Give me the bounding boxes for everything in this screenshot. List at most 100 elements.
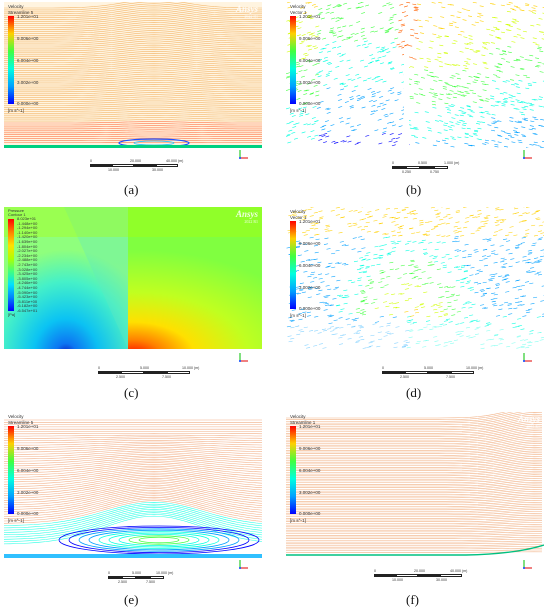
legend-value: -6.547e+01	[17, 308, 38, 313]
scale-bar-c: 0 5.000 10.000 (m) 2.500 7.500	[98, 366, 200, 379]
legend-value: 6.004e+00	[299, 468, 321, 473]
caption-e: (e)	[124, 592, 139, 607]
legend-title: Velocity	[290, 414, 306, 419]
velocity-legend-f: Velocity Streamline 1 1.201e+01 9.006e+0…	[290, 414, 320, 523]
colorbar	[8, 219, 14, 311]
legend-value: -2.488e+00	[17, 257, 38, 263]
legend-subtitle: Vector 1	[290, 214, 307, 220]
legend-value: -2.027e+00	[17, 248, 38, 254]
legend-value: 6.004e+00	[299, 58, 321, 63]
legend-value: -2.234e+00	[17, 252, 38, 258]
caption-c: (c)	[124, 385, 139, 400]
legend-subtitle: Streamline 5	[8, 9, 34, 15]
panel-d: Velocity Vector 1 1.201e+01 9.006e+00 6.…	[282, 205, 550, 405]
axis-triad-icon	[523, 150, 532, 159]
scale-bar-e: 0 5.000 10.000 (m) 2.500 7.500	[108, 571, 174, 584]
vector-plot-b: Velocity Vector 1 1.201e+01 9.006e+00 6.…	[286, 2, 544, 148]
scale-bar-b: 0 0.500 1.000 (m) 0.250 0.750	[392, 161, 460, 174]
legend-value: -1.804e+00	[17, 243, 38, 249]
panel-e: Velocity Streamline 5 1.201e+01 9.006e+0…	[0, 410, 275, 615]
legend-subtitle: Vector 1	[290, 9, 307, 15]
legend-value: -1.140e+00	[17, 229, 38, 235]
pressure-contour-plot-c: Pressure Contour 1 8.023e+01 -1.448e+00 -1…	[4, 207, 262, 349]
legend-value: -3.425e+00	[17, 271, 38, 277]
pressure-legend-c: Pressure Contour 1 8.023e+01 -1.448e+00 -1…	[8, 208, 37, 317]
legend-value: 1.201e+01	[17, 14, 39, 19]
velocity-legend-a: Velocity Streamline 5 1.201e+01 9.006e+0…	[8, 4, 38, 113]
axis-triad-icon	[239, 150, 248, 159]
legend-value: 1.201e+01	[299, 424, 321, 429]
legend-value: -2.743e+00	[17, 262, 38, 267]
velocity-legend-d: Velocity Vector 1 1.201e+01 9.006e+00 6.…	[290, 209, 320, 318]
colorbar	[290, 16, 296, 104]
colorbar	[8, 16, 14, 104]
legend-subtitle: Streamline 1	[290, 419, 316, 425]
legend-subtitle: Streamline 5	[8, 419, 34, 425]
legend-value: 3.002e+00	[17, 490, 39, 495]
legend-value: -5.090e+00	[17, 289, 38, 295]
caption-b: (b)	[406, 182, 422, 197]
scale-bar-d: 0 5.000 10.000 (m) 2.500 7.500	[382, 366, 484, 379]
legend-value: 1.201e+01	[299, 14, 321, 19]
legend-unit: [m s^-1]	[8, 108, 24, 113]
legend-value: 6.004e+00	[17, 468, 39, 473]
axis-triad-icon	[239, 353, 248, 362]
legend-title: Velocity	[8, 414, 24, 419]
caption-a: (a)	[124, 182, 139, 197]
axis-triad-icon	[523, 560, 532, 569]
legend-title: Velocity	[290, 209, 306, 214]
streamline-plot-f: Velocity Streamline 1 1.201e+01 9.006e+0…	[286, 412, 544, 558]
colorbar	[8, 426, 14, 514]
legend-value: -4.744e+00	[17, 285, 38, 290]
legend-title: Pressure	[8, 208, 25, 213]
legend-value: 3.002e+00	[299, 80, 321, 85]
legend-value: 9.006e+00	[17, 36, 39, 41]
velocity-legend-b: Velocity Vector 1 1.201e+01 9.006e+00 6.…	[290, 4, 320, 113]
legend-value: -5.423e+00	[17, 294, 38, 300]
streamline-plot-a: Velocity Streamline 5 1.201e+01 9.006e+0…	[4, 2, 262, 148]
legend-value: 9.006e+00	[299, 446, 321, 451]
legend-value: 6.004e+00	[299, 263, 321, 268]
legend-value: -3.028e+00	[17, 266, 38, 272]
legend-value: 3.002e+00	[299, 490, 321, 495]
legend-value: 0.000e+00	[17, 101, 39, 106]
ansys-logo: Ansys 2022 R1	[517, 414, 540, 429]
legend-value: -5.811e+00	[17, 298, 38, 304]
legend-value: 0.000e+00	[299, 101, 321, 106]
velocity-legend-e: Velocity Streamline 5 1.201e+01 9.006e+0…	[8, 414, 38, 523]
legend-unit: [Pa]	[8, 312, 16, 317]
panel-f: Velocity Streamline 1 1.201e+01 9.006e+0…	[282, 410, 550, 615]
legend-value: 9.006e+00	[17, 446, 39, 451]
scale-bar-f: 0 20.000 40.000 (m) 10.000 30.000	[374, 569, 468, 582]
scale-bar-a: 0 20.000 40.000 (m) 10.000 30.000	[90, 159, 184, 172]
legend-value: 0.000e+00	[299, 306, 321, 311]
legend-value: 3.002e+00	[299, 285, 321, 290]
caption-d: (d)	[406, 385, 422, 400]
legend-value: -3.805e+00	[17, 275, 38, 281]
legend-title: Velocity	[290, 4, 306, 9]
legend-unit: [m s^-1]	[8, 518, 24, 523]
caption-f: (f)	[406, 592, 419, 607]
panel-c: Pressure Contour 1 8.023e+01 -1.448e+00 -1…	[0, 205, 275, 405]
vector-plot-d: Velocity Vector 1 1.201e+01 9.006e+00 6.…	[286, 207, 544, 349]
ansys-logo: Ansys 2022 R1	[235, 209, 258, 224]
legend-value: 0.000e+00	[17, 511, 39, 516]
panel-a: Velocity Streamline 5 1.201e+01 9.006e+0…	[0, 0, 275, 205]
colorbar	[290, 426, 296, 514]
legend-value: -1.294e+00	[17, 225, 38, 231]
legend-value: -1.448e+00	[17, 220, 38, 226]
panel-b: Velocity Vector 1 1.201e+01 9.006e+00 6.…	[282, 0, 550, 205]
legend-value: 8.023e+01	[17, 216, 37, 221]
legend-title: Velocity	[8, 4, 24, 9]
legend-subtitle: Contour 1	[8, 212, 26, 218]
legend-unit: [m s^-1]	[290, 108, 306, 113]
legend-value: 1.201e+01	[299, 219, 321, 224]
legend-value: -6.182e+00	[17, 303, 38, 309]
legend-value: 1.201e+01	[17, 424, 39, 429]
legend-value: -4.246e+00	[17, 280, 38, 286]
colorbar	[290, 221, 296, 309]
ansys-logo: Ansys 2022 R1	[235, 4, 258, 19]
legend-value: 3.002e+00	[17, 80, 39, 85]
axis-triad-icon	[523, 353, 532, 362]
legend-value: 0.000e+00	[299, 511, 321, 516]
